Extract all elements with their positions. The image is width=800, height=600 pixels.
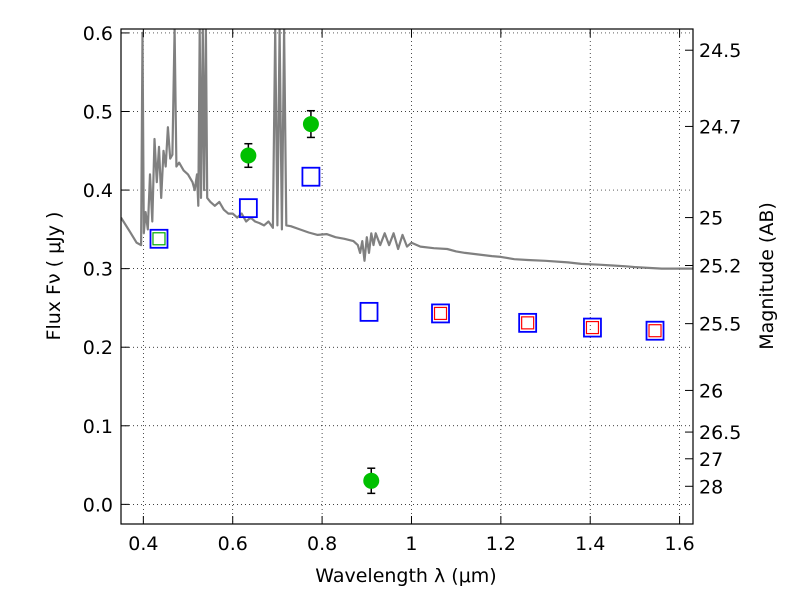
right-tick-label: 28 <box>699 476 723 498</box>
x-tick-label: 1.4 <box>575 533 605 555</box>
plot-area <box>121 29 693 495</box>
observed-flux-point <box>302 116 319 133</box>
model-flux-inner-square <box>648 324 662 338</box>
model-flux-inner-square <box>585 320 600 335</box>
right-tick-label: 26 <box>699 380 723 402</box>
model-flux-square <box>518 312 538 333</box>
x-tick-label: 1.2 <box>486 533 516 555</box>
x-tick-label: 1.6 <box>664 533 694 555</box>
x-tick-label: 1 <box>405 533 417 555</box>
model-flux-inner-square <box>521 316 535 330</box>
grid <box>121 29 693 524</box>
right-tick-label: 25.2 <box>699 256 741 278</box>
y-tick-label: 0.4 <box>83 180 113 202</box>
model-flux-square <box>149 228 169 249</box>
observed-flux-point <box>240 147 257 164</box>
right-tick-label: 25 <box>699 208 723 230</box>
y-tick-label: 0.2 <box>83 337 113 359</box>
right-tick-label: 25.5 <box>699 314 741 336</box>
y-axis-label: Flux Fν ( μJy ) <box>43 212 65 341</box>
x-tick-label: 0.4 <box>128 533 158 555</box>
model-flux-square <box>359 301 379 322</box>
model-flux-square <box>301 166 321 187</box>
model-flux-square <box>431 303 450 324</box>
x-axis-label: Wavelength λ (μm) <box>315 565 496 587</box>
right-tick-label: 26.5 <box>699 422 741 444</box>
model-spectrum-line <box>121 29 693 270</box>
x-tick-label: 0.6 <box>218 533 248 555</box>
y-tick-label: 0.5 <box>83 102 113 124</box>
model-flux-square <box>583 317 602 338</box>
plot-frame <box>120 28 694 525</box>
model-flux-square <box>238 198 258 219</box>
y-tick-label: 0.3 <box>83 259 113 281</box>
x-tick-label: 0.8 <box>307 533 337 555</box>
right-axis-label: Magnitude (AB) <box>756 202 778 350</box>
right-tick-label: 24.7 <box>699 116 741 138</box>
right-tick-label: 27 <box>699 449 723 471</box>
ticks: 0.4 0.6 0.8 1 1.2 1.4 1.6 0.0 0.1 0.2 0.3 0.4 0.5 0.6… <box>83 23 742 555</box>
model-flux-square <box>645 320 665 341</box>
right-tick-label: 24.5 <box>699 40 741 62</box>
y-tick-label: 0.6 <box>83 23 113 45</box>
y-tick-label: 0.1 <box>83 416 113 438</box>
y-tick-label: 0.0 <box>83 494 113 516</box>
model-flux-inner-square <box>433 306 448 321</box>
model-flux-inner-square <box>152 232 166 246</box>
observed-flux-point <box>363 472 380 489</box>
